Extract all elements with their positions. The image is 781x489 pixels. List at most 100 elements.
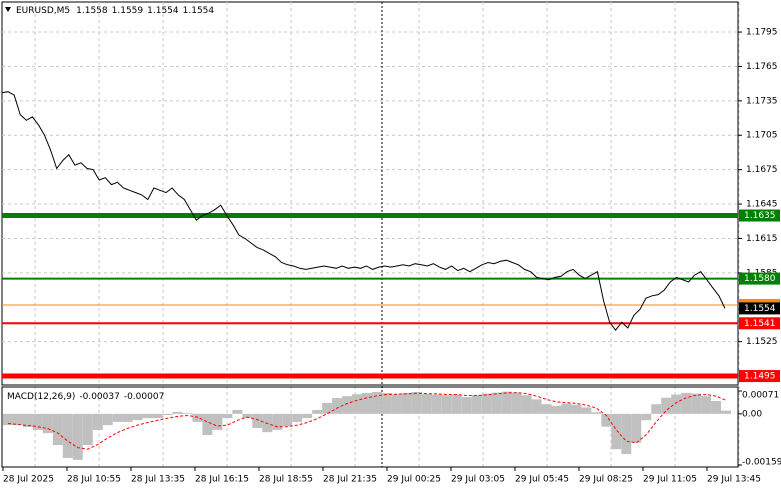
- histogram-bar: [621, 413, 632, 455]
- x-tick-label: 29 Jul 11:05: [643, 475, 697, 485]
- histogram-bar: [651, 404, 662, 414]
- histogram-bar: [272, 413, 283, 430]
- y-tick-label: -0.00159: [742, 458, 781, 468]
- histogram-bar: [22, 413, 33, 428]
- indicator-value: -0.00037: [79, 392, 119, 402]
- level-label-box: [739, 370, 780, 383]
- x-tick-label: 28 Jul 16:15: [195, 475, 249, 485]
- header: EURUSD,M5 1.1558 1.1559 1.1554 1.1554: [16, 6, 214, 16]
- histogram-bar: [222, 413, 233, 419]
- histogram-bar: [721, 410, 731, 414]
- histogram-bar: [481, 393, 492, 414]
- histogram-bar: [122, 413, 133, 422]
- price-line: [1, 91, 726, 332]
- histogram-bar: [252, 413, 263, 428]
- histogram-bar: [182, 413, 193, 414]
- indicator-name: MACD(12,26,9): [7, 392, 75, 402]
- indicator-value: -0.00007: [124, 392, 164, 402]
- histogram-bar: [611, 413, 622, 450]
- level-label: 1.1541: [744, 319, 776, 329]
- histogram-bar: [561, 403, 572, 414]
- histogram-bar: [441, 395, 452, 414]
- current-price-label: 1.1554: [744, 304, 776, 314]
- level-label-box: [739, 317, 780, 330]
- x-tick-label: 29 Jul 00:25: [387, 475, 441, 485]
- histogram-bar: [42, 413, 53, 434]
- histogram-bar: [601, 413, 612, 427]
- histogram-bar: [381, 392, 392, 414]
- y-tick-label: 0.00071: [742, 391, 779, 401]
- level-label: 1.1580: [744, 274, 776, 284]
- histogram-bar: [82, 413, 93, 446]
- x-tick-label: 29 Jul 05:45: [515, 475, 569, 485]
- histogram-bar: [401, 392, 412, 414]
- level-label: 1.1495: [744, 372, 776, 382]
- histogram-bar: [242, 413, 253, 419]
- histogram-bar: [411, 391, 422, 414]
- histogram-bar: [332, 398, 343, 414]
- histogram-bar: [292, 413, 303, 422]
- histogram-bar: [581, 407, 592, 414]
- histogram-bar: [232, 409, 243, 414]
- y-tick-label: 0.00: [742, 409, 762, 419]
- histogram-bar: [711, 400, 722, 414]
- histogram-bar: [302, 413, 313, 419]
- symbol: EURUSD,M5: [16, 6, 70, 16]
- x-tick-label: 28 Jul 2025: [3, 475, 54, 485]
- ohlc-value: 1.1558: [76, 6, 108, 16]
- histogram-bar: [691, 393, 702, 414]
- y-tick-label: 1.1675: [746, 165, 778, 175]
- level-label: 1.1635: [744, 211, 776, 221]
- histogram-bar: [431, 394, 442, 414]
- histogram-bar: [72, 413, 83, 460]
- y-tick-label: 1.1645: [746, 200, 778, 210]
- level-label-box: [739, 209, 780, 222]
- current-price-box: [739, 302, 780, 315]
- x-tick-label: 29 Jul 13:45: [707, 475, 761, 485]
- menu-icon: [5, 7, 11, 12]
- x-tick-label: 29 Jul 03:05: [451, 475, 505, 485]
- histogram-bar: [192, 413, 203, 422]
- histogram-bar: [471, 395, 482, 414]
- histogram-bar: [162, 413, 173, 416]
- histogram-bar: [32, 413, 43, 430]
- histogram-bar: [362, 392, 372, 414]
- histogram-bar: [671, 394, 682, 414]
- signal-line: [7, 392, 727, 450]
- x-tick-label: 29 Jul 08:25: [579, 475, 633, 485]
- x-tick-label: 28 Jul 21:35: [323, 475, 377, 485]
- level-label-box: [739, 272, 780, 285]
- histogram-bar: [102, 413, 113, 426]
- histogram-bar: [132, 413, 143, 420]
- histogram-bar: [531, 399, 542, 414]
- x-tick-label: 28 Jul 10:55: [67, 475, 121, 485]
- histogram-bar: [3, 413, 13, 426]
- histogram-bar: [451, 394, 462, 414]
- y-tick-label: 1.1615: [746, 234, 778, 244]
- histogram-bar: [212, 413, 223, 430]
- y-tick-label: 1.1705: [746, 131, 778, 141]
- y-tick-label: 1.1525: [746, 337, 778, 347]
- histogram-bar: [312, 409, 323, 414]
- histogram-bar: [701, 396, 712, 414]
- histogram-bar: [12, 413, 23, 426]
- histogram-bar: [631, 413, 642, 443]
- ohlc-value: 1.1554: [147, 6, 179, 16]
- histogram-bar: [461, 397, 472, 414]
- histogram-bar: [571, 404, 582, 414]
- histogram-bar: [421, 393, 432, 414]
- indicator-header: MACD(12,26,9) -0.00037 -0.00007: [7, 392, 164, 402]
- histogram-bar: [342, 396, 353, 414]
- x-tick-label: 28 Jul 13:35: [131, 475, 185, 485]
- histogram-bar: [52, 413, 63, 446]
- histogram-bar: [681, 392, 692, 414]
- histogram-bar: [112, 413, 123, 422]
- y-tick-label: 1.1765: [746, 62, 778, 72]
- histogram-bar: [521, 395, 532, 414]
- histogram-bar: [172, 411, 183, 414]
- histogram-bar: [202, 413, 213, 436]
- x-tick-label: 28 Jul 18:55: [259, 475, 313, 485]
- histogram-bar: [282, 413, 293, 427]
